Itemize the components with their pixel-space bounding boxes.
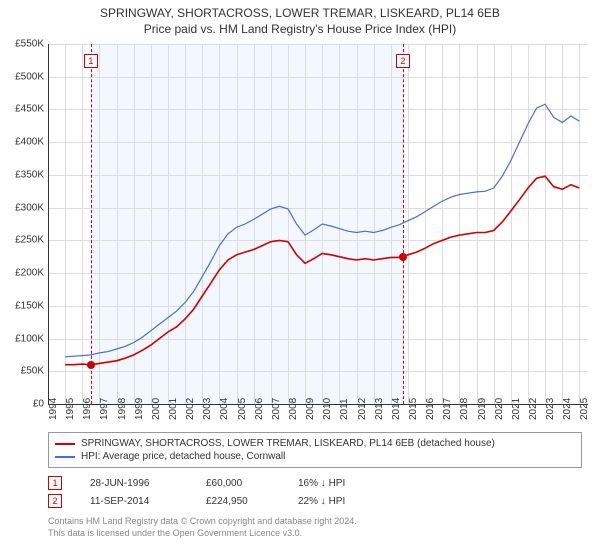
y-tick-label: £200K [2,268,44,279]
y-tick-label: £500K [2,71,44,82]
sales-marker-num: 2 [48,494,62,508]
legend-label: HPI: Average price, detached house, Corn… [81,451,285,462]
sales-price: £224,950 [206,496,270,507]
legend-item: SPRINGWAY, SHORTACROSS, LOWER TREMAR, LI… [55,437,575,450]
series-springway [65,176,579,365]
y-tick-label: £400K [2,137,44,148]
sales-date: 11-SEP-2014 [90,496,178,507]
series-svg [48,44,588,404]
footer-line1: Contains HM Land Registry data © Crown c… [48,516,357,528]
legend-label: SPRINGWAY, SHORTACROSS, LOWER TREMAR, LI… [81,438,495,449]
footer-line2: This data is licensed under the Open Gov… [48,528,357,540]
sales-diff: 16% ↓ HPI [298,478,378,489]
sales-date: 28-JUN-1996 [90,478,178,489]
chart-title-address: SPRINGWAY, SHORTACROSS, LOWER TREMAR, LI… [0,0,600,20]
plot-area: £0£50K£100K£150K£200K£250K£300K£350K£400… [48,44,588,404]
y-tick-label: £100K [2,333,44,344]
y-tick-label: £450K [2,104,44,115]
y-tick-label: £250K [2,235,44,246]
chart-container: SPRINGWAY, SHORTACROSS, LOWER TREMAR, LI… [0,0,600,560]
sales-row: 1 28-JUN-1996 £60,000 16% ↓ HPI [48,474,378,492]
sales-price: £60,000 [206,478,270,489]
legend-swatch [55,456,75,458]
x-axis-line [48,404,588,405]
series-hpi [65,104,579,357]
y-tick-label: £350K [2,169,44,180]
legend-swatch [55,443,75,445]
y-tick-label: £150K [2,300,44,311]
legend: SPRINGWAY, SHORTACROSS, LOWER TREMAR, LI… [48,432,582,468]
legend-item: HPI: Average price, detached house, Corn… [55,450,575,463]
sales-row: 2 11-SEP-2014 £224,950 22% ↓ HPI [48,492,378,510]
y-tick-label: £50K [2,366,44,377]
sales-table: 1 28-JUN-1996 £60,000 16% ↓ HPI 2 11-SEP-2014… [48,474,378,510]
y-tick-label: £550K [2,39,44,50]
y-tick-label: £0 [2,399,44,410]
sales-marker-num: 1 [48,476,62,490]
footer-attribution: Contains HM Land Registry data © Crown c… [48,516,357,539]
sales-diff: 22% ↓ HPI [298,496,378,507]
y-tick-label: £300K [2,202,44,213]
chart-subtitle: Price paid vs. HM Land Registry's House … [0,20,600,36]
